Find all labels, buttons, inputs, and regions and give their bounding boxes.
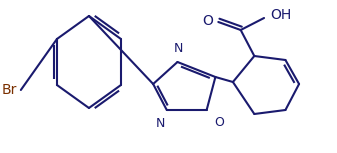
Text: N: N bbox=[174, 42, 183, 55]
Text: O: O bbox=[214, 116, 224, 129]
Text: N: N bbox=[155, 117, 165, 130]
Text: O: O bbox=[203, 14, 213, 28]
Text: Br: Br bbox=[2, 83, 17, 97]
Text: OH: OH bbox=[270, 8, 291, 22]
